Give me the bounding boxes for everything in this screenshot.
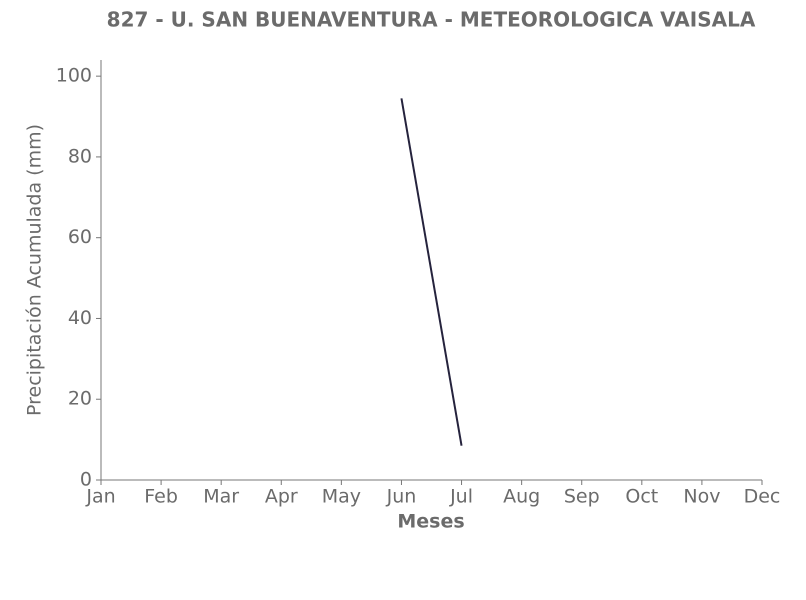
y-tick-label: 0 [80, 469, 92, 491]
x-tick-label: Oct [625, 486, 658, 508]
x-tick-label: May [322, 486, 361, 508]
x-tick-label: Apr [265, 486, 298, 508]
chart-title: 827 - U. SAN BUENAVENTURA - METEOROLOGIC… [107, 8, 756, 32]
x-tick-label: Aug [503, 486, 540, 508]
x-tick-label: Jun [386, 486, 417, 508]
x-tick-label: Mar [203, 486, 239, 508]
y-tick-label: 80 [68, 145, 92, 167]
x-tick-label: Sep [564, 486, 600, 508]
x-tick-label: Dec [744, 486, 781, 508]
line [400, 98, 463, 446]
x-tick-label: Jan [85, 486, 115, 508]
x-axis-label: Meses [397, 511, 464, 533]
y-tick-label: 100 [56, 65, 92, 87]
x-tick-label: Nov [683, 486, 720, 508]
y-tick-label: 60 [68, 226, 92, 248]
y-axis-label: Precipitación Acumulada (mm) [24, 124, 46, 416]
y-tick-label: 20 [68, 388, 92, 410]
x-tick-label: Feb [144, 486, 178, 508]
x-tick-label: Jul [449, 486, 473, 508]
y-tick-label: 40 [68, 307, 92, 329]
